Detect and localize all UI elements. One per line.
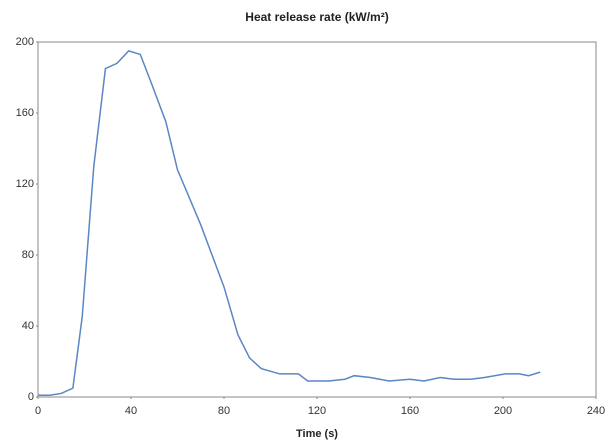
x-tick-label: 240 — [587, 405, 605, 417]
y-tick-label: 120 — [16, 178, 34, 190]
x-tick-label: 160 — [401, 405, 419, 417]
data-line — [38, 50, 541, 396]
y-tick-label: 0 — [28, 391, 34, 403]
y-tick-label: 40 — [22, 320, 34, 332]
x-tick-label: 40 — [125, 405, 137, 417]
x-tick-label: 200 — [494, 405, 512, 417]
y-tick-label: 160 — [16, 107, 34, 119]
x-axis-label: Time (s) — [296, 428, 338, 440]
plot-frame — [37, 41, 597, 398]
y-tick-label: 200 — [16, 36, 34, 48]
x-tick-label: 120 — [308, 405, 326, 417]
y-tick-label: 80 — [22, 249, 34, 261]
x-tick-label: 80 — [218, 405, 230, 417]
chart-title: Heat release rate (kW/m²) — [245, 10, 388, 24]
x-tick-label: 0 — [35, 405, 41, 417]
